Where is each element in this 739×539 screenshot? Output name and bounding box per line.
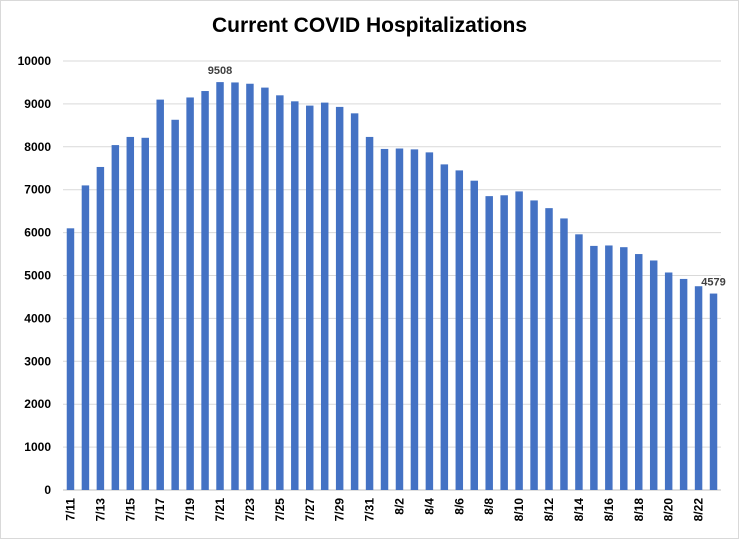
bar [620,247,628,490]
x-tick-label: 8/18 [632,498,646,522]
x-tick-label: 8/4 [422,498,436,515]
bar [186,97,194,490]
bar [246,83,254,490]
bar [306,105,314,490]
y-tick-label: 8000 [24,140,51,154]
x-tick-label: 7/21 [213,498,227,522]
bar [350,113,359,490]
bar [605,245,613,490]
bar [201,91,209,490]
x-tick-label: 7/23 [243,498,257,522]
bar [96,166,105,490]
y-tick-label: 7000 [24,183,51,197]
x-tick-label: 7/29 [333,498,347,522]
y-tick-label: 0 [44,483,51,497]
bar [291,101,299,491]
bar [590,245,598,490]
bar [545,208,553,490]
bar [335,106,344,490]
bar [694,286,703,490]
bar [395,148,404,491]
bar [709,293,718,490]
bar [530,200,538,491]
y-tick-label: 9000 [24,97,51,111]
bar [679,278,688,490]
bar [111,145,120,491]
bar [380,148,389,490]
y-tick-label: 5000 [24,269,51,283]
x-tick-label: 7/19 [183,498,197,522]
x-tick-label: 7/15 [123,498,137,522]
y-axis-tick-labels: 0 1000 2000 3000 4000 5000 6000 7000 8000 9000 100… [18,54,52,497]
bar [560,218,568,490]
x-tick-label: 8/8 [482,498,496,515]
bar [141,137,149,490]
x-axis-tick-labels: 7/11 7/13 7/15 7/17 7/19 7/21 7/23 7/25 7/27 7/29… [63,498,705,522]
bar [455,170,464,490]
x-tick-label: 7/11 [63,498,77,521]
bar [575,234,583,490]
x-tick-label: 7/13 [93,498,107,522]
bar [649,260,658,490]
bar [66,228,75,490]
x-tick-label: 8/20 [662,498,676,522]
bar [126,136,135,491]
x-tick-label: 8/10 [512,498,526,522]
bar [276,95,284,490]
y-tick-label: 10000 [18,54,52,68]
y-tick-label: 6000 [24,226,51,240]
x-tick-label: 7/25 [273,498,287,522]
bar [156,99,164,491]
x-tick-label: 8/6 [452,498,466,515]
x-tick-label: 8/16 [602,498,616,522]
bar [365,136,374,491]
y-tick-label: 4000 [24,311,51,325]
bar [81,185,90,490]
bar [664,272,673,490]
bars [66,82,718,491]
bar [231,82,239,490]
x-tick-label: 8/14 [572,498,586,522]
x-tick-label: 8/2 [392,498,406,515]
data-labels: 9508 4579 [208,65,726,288]
bar [635,254,643,490]
bar [470,180,478,491]
bar [500,195,508,491]
bar [320,102,329,490]
bar [515,191,523,490]
chart-title: Current COVID Hospitalizations [211,14,528,37]
bar [440,164,449,490]
y-tick-label: 3000 [24,354,51,368]
bar [261,87,269,491]
x-tick-label: 7/31 [363,498,377,522]
bar [410,149,419,490]
bar [171,119,179,490]
x-tick-label: 7/17 [153,498,167,522]
y-tick-label: 1000 [24,440,51,454]
y-tick-label: 2000 [24,397,51,411]
x-tick-label: 7/27 [303,498,317,522]
x-tick-label: 8/22 [692,498,706,522]
bar [425,152,434,490]
bar [485,196,493,490]
data-label: 9508 [208,65,232,77]
x-tick-label: 8/12 [542,498,556,522]
data-label: 4579 [701,277,725,289]
bar [216,82,224,490]
